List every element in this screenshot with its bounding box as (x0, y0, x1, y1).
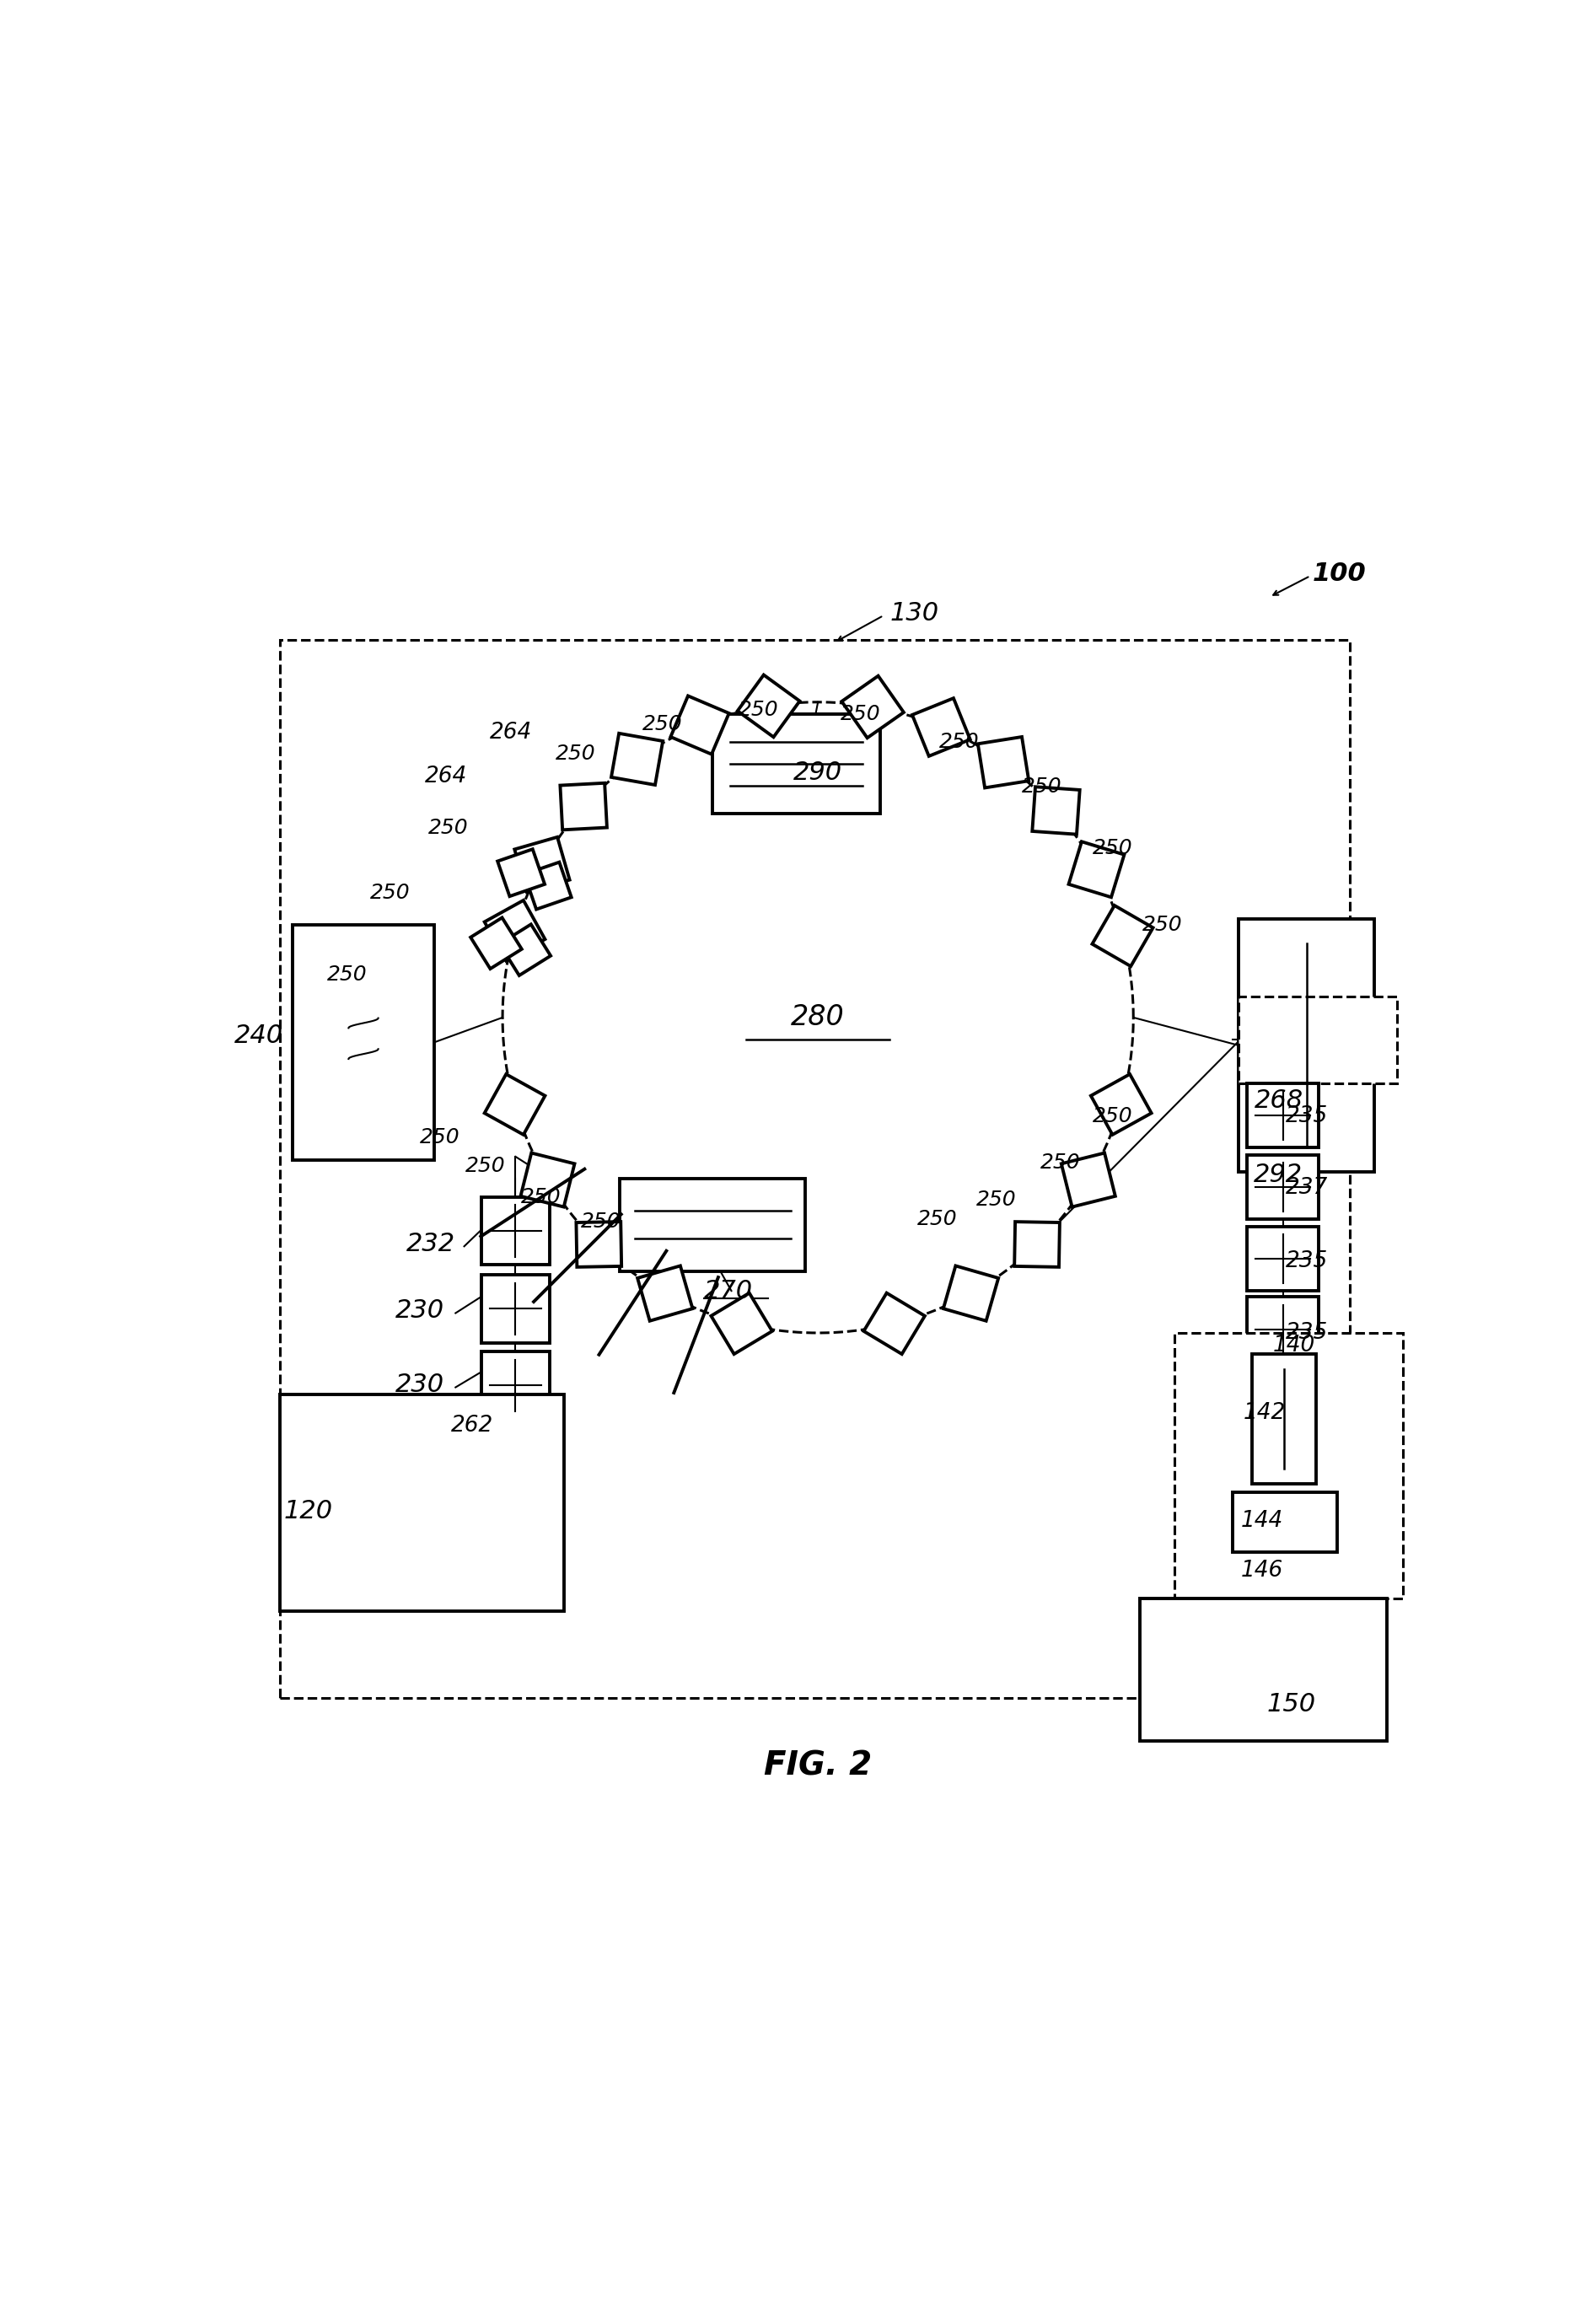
Text: 268: 268 (1254, 1089, 1304, 1112)
Text: 100: 100 (1314, 562, 1366, 585)
Text: 140: 140 (1274, 1335, 1315, 1355)
Text: 250: 250 (370, 882, 410, 903)
Polygon shape (913, 699, 970, 757)
Text: 240: 240 (235, 1024, 282, 1049)
Bar (1246, 1225, 1318, 1290)
Text: 264: 264 (490, 722, 533, 745)
Polygon shape (498, 849, 544, 896)
Bar (1246, 1084, 1318, 1147)
Text: 232: 232 (405, 1232, 455, 1256)
Text: 250: 250 (520, 1186, 562, 1207)
Polygon shape (611, 733, 662, 784)
Text: 250: 250 (555, 745, 595, 764)
Text: 250: 250 (839, 703, 881, 724)
Text: 230: 230 (394, 1297, 444, 1323)
Bar (279, 641, 1350, 1697)
Bar (482, 1351, 549, 1420)
Polygon shape (637, 1265, 693, 1321)
Text: 250: 250 (327, 963, 367, 984)
Text: 230: 230 (394, 1372, 444, 1397)
Polygon shape (712, 1293, 772, 1353)
Bar (1232, 1492, 1337, 1553)
Bar (1238, 996, 1396, 1084)
Text: 250: 250 (916, 1209, 958, 1230)
Bar (1253, 1353, 1317, 1483)
Polygon shape (978, 736, 1029, 787)
Polygon shape (943, 1265, 999, 1321)
Polygon shape (485, 901, 544, 961)
Polygon shape (863, 1293, 924, 1353)
Polygon shape (1061, 1154, 1116, 1207)
Text: 120: 120 (284, 1499, 332, 1523)
Polygon shape (485, 1075, 544, 1135)
Bar (279, 1395, 565, 1611)
Polygon shape (670, 696, 729, 754)
Polygon shape (514, 838, 570, 891)
Text: 250: 250 (642, 715, 683, 733)
Bar (713, 715, 879, 812)
Polygon shape (576, 1221, 621, 1267)
Text: 237: 237 (1285, 1177, 1328, 1200)
Text: 250: 250 (938, 731, 980, 752)
Polygon shape (1015, 1221, 1060, 1267)
Bar (1140, 1599, 1387, 1741)
Polygon shape (523, 861, 571, 910)
Text: FIG. 2: FIG. 2 (764, 1750, 871, 1783)
Text: 262: 262 (450, 1416, 493, 1437)
Text: 150: 150 (1267, 1692, 1317, 1715)
Polygon shape (1069, 843, 1124, 898)
Bar (1246, 1297, 1318, 1362)
Text: 235: 235 (1285, 1251, 1328, 1272)
Bar (482, 1198, 549, 1265)
Text: 235: 235 (1285, 1105, 1328, 1128)
Text: 270: 270 (704, 1279, 753, 1302)
Text: 250: 250 (428, 817, 469, 838)
Text: 250: 250 (420, 1128, 460, 1147)
Polygon shape (520, 1154, 575, 1207)
Text: 250: 250 (1041, 1151, 1080, 1172)
Bar (1238, 919, 1374, 1172)
Text: 250: 250 (466, 1156, 506, 1177)
Polygon shape (500, 924, 551, 975)
Text: 142: 142 (1243, 1402, 1286, 1425)
Bar (292, 924, 434, 1160)
Text: 130: 130 (889, 601, 938, 624)
Text: 250: 250 (739, 699, 779, 720)
Text: 292: 292 (1253, 1163, 1302, 1186)
Polygon shape (560, 782, 606, 831)
Text: 250: 250 (977, 1188, 1017, 1209)
Bar (482, 1274, 549, 1344)
Text: 250: 250 (1093, 838, 1133, 859)
Text: 235: 235 (1285, 1323, 1328, 1344)
Text: 280: 280 (792, 1003, 844, 1031)
Text: 250: 250 (1093, 1107, 1133, 1126)
Polygon shape (1092, 1075, 1151, 1135)
Text: 250: 250 (581, 1212, 621, 1232)
Polygon shape (841, 675, 903, 738)
Polygon shape (471, 917, 522, 968)
Polygon shape (1033, 787, 1080, 833)
Bar (1175, 1332, 1403, 1599)
Text: 250: 250 (1021, 775, 1063, 796)
Text: 144: 144 (1242, 1511, 1283, 1532)
Polygon shape (1092, 905, 1152, 966)
Text: 264: 264 (425, 766, 468, 787)
Polygon shape (737, 675, 800, 738)
Bar (1246, 1156, 1318, 1219)
Bar (621, 1179, 806, 1272)
Text: 250: 250 (1143, 914, 1183, 935)
Text: 146: 146 (1242, 1560, 1283, 1581)
Text: 290: 290 (793, 761, 843, 784)
